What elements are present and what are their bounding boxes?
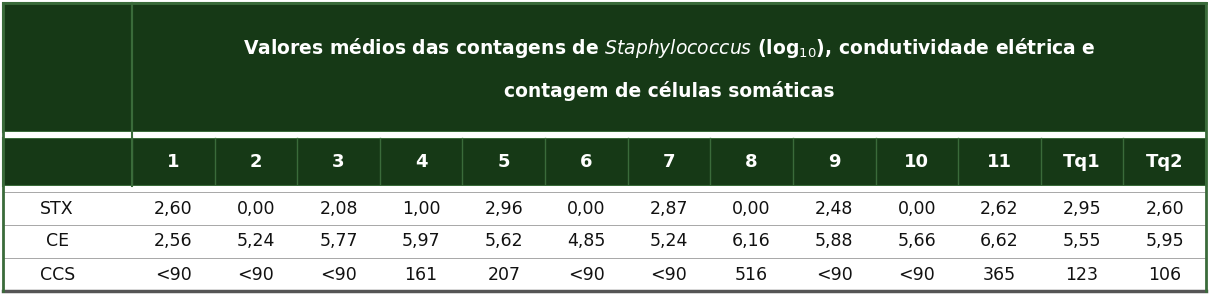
Text: 5,95: 5,95 [1145, 232, 1184, 250]
Bar [2, 186, 1207, 192]
Text: 4: 4 [415, 153, 428, 171]
Text: 2,96: 2,96 [485, 200, 523, 217]
Text: 123: 123 [1065, 266, 1099, 284]
Text: 2: 2 [250, 153, 262, 171]
Text: <90: <90 [155, 266, 192, 284]
Text: <90: <90 [816, 266, 852, 284]
Text: 2,60: 2,60 [154, 200, 192, 217]
Text: 5: 5 [498, 153, 510, 171]
Bar [132, 3, 1207, 132]
Text: Tq1: Tq1 [1063, 153, 1101, 171]
Text: 7: 7 [663, 153, 676, 171]
Text: Tq2: Tq2 [1146, 153, 1184, 171]
Bar [2, 3, 132, 132]
Bar [2, 138, 1207, 186]
Text: 10: 10 [904, 153, 930, 171]
Text: 106: 106 [1149, 266, 1181, 284]
Text: 2,48: 2,48 [815, 200, 854, 217]
Text: CCS: CCS [40, 266, 75, 284]
Text: contagem de células somáticas: contagem de células somáticas [504, 81, 834, 101]
Text: <90: <90 [237, 266, 274, 284]
Text: 5,24: 5,24 [237, 232, 276, 250]
Bar [2, 225, 1207, 258]
Text: Valores médios das contagens de $\it{Staphylococcus}$ (log$_{10}$), condutividad: Valores médios das contagens de $\it{Sta… [243, 36, 1095, 60]
Text: 2,60: 2,60 [1145, 200, 1184, 217]
Text: 2,08: 2,08 [319, 200, 358, 217]
Text: 5,77: 5,77 [319, 232, 358, 250]
Text: 5,24: 5,24 [649, 232, 688, 250]
Text: <90: <90 [650, 266, 688, 284]
Text: 0,00: 0,00 [567, 200, 606, 217]
Text: 2,87: 2,87 [649, 200, 688, 217]
Text: 11: 11 [987, 153, 1012, 171]
Text: 6,62: 6,62 [980, 232, 1019, 250]
Text: 5,88: 5,88 [815, 232, 854, 250]
Text: 1,00: 1,00 [401, 200, 440, 217]
Bar [2, 132, 1207, 138]
Text: 2,56: 2,56 [154, 232, 192, 250]
Bar [2, 192, 1207, 225]
Text: <90: <90 [898, 266, 936, 284]
Bar [2, 258, 1207, 291]
Text: 3: 3 [332, 153, 345, 171]
Text: 161: 161 [405, 266, 438, 284]
Text: 365: 365 [983, 266, 1016, 284]
Text: 9: 9 [828, 153, 840, 171]
Text: 6,16: 6,16 [733, 232, 771, 250]
Text: 5,62: 5,62 [485, 232, 523, 250]
Text: <90: <90 [320, 266, 357, 284]
Text: 516: 516 [735, 266, 768, 284]
Text: CE: CE [46, 232, 69, 250]
Text: STX: STX [40, 200, 74, 217]
Text: 0,00: 0,00 [237, 200, 276, 217]
Text: 5,55: 5,55 [1063, 232, 1101, 250]
Text: <90: <90 [568, 266, 604, 284]
Text: 1: 1 [167, 153, 180, 171]
Text: 0,00: 0,00 [897, 200, 936, 217]
Text: 0,00: 0,00 [733, 200, 771, 217]
Text: 2,62: 2,62 [980, 200, 1019, 217]
Text: 207: 207 [487, 266, 520, 284]
Text: 6: 6 [580, 153, 592, 171]
Text: 8: 8 [745, 153, 758, 171]
Text: 5,97: 5,97 [401, 232, 440, 250]
Text: 5,66: 5,66 [897, 232, 936, 250]
Text: 4,85: 4,85 [567, 232, 606, 250]
Text: 2,95: 2,95 [1063, 200, 1101, 217]
